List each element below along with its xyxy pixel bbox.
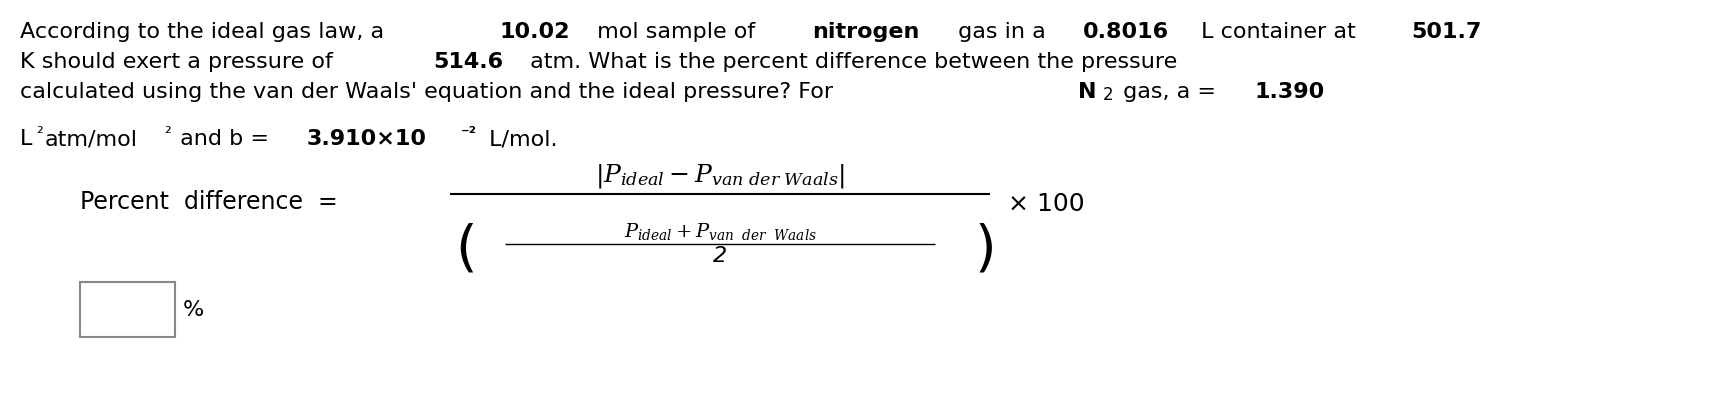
Text: ²: ² <box>165 125 172 143</box>
Text: mol sample of: mol sample of <box>590 22 763 42</box>
Text: L/mol.: L/mol. <box>482 129 557 149</box>
Text: L: L <box>21 129 33 149</box>
Text: ): ) <box>975 222 997 276</box>
Text: $|P_{ideal} - P_{van\ der\ Waals}|$: $|P_{ideal} - P_{van\ der\ Waals}|$ <box>595 162 844 190</box>
Text: 2: 2 <box>1103 86 1113 104</box>
Text: K should exert a pressure of: K should exert a pressure of <box>21 52 340 72</box>
Text: calculated using the van der Waals' equation and the ideal pressure? For: calculated using the van der Waals' equa… <box>21 82 841 102</box>
Text: gas in a: gas in a <box>950 22 1053 42</box>
Text: 3.910×10: 3.910×10 <box>307 129 427 149</box>
Text: L container at: L container at <box>1193 22 1363 42</box>
Text: According to the ideal gas law, a: According to the ideal gas law, a <box>21 22 392 42</box>
Text: atm. What is the percent difference between the pressure: atm. What is the percent difference betw… <box>524 52 1177 72</box>
Text: × 100: × 100 <box>1007 192 1085 216</box>
Text: 2: 2 <box>713 246 727 266</box>
Text: (: ( <box>454 222 477 276</box>
Text: $P_{ideal}+P_{van\ \ der\ \ Waals}$: $P_{ideal}+P_{van\ \ der\ \ Waals}$ <box>624 221 817 242</box>
Text: Percent  difference  =: Percent difference = <box>80 190 338 214</box>
Text: atm/mol: atm/mol <box>45 129 137 149</box>
Text: gas, a =: gas, a = <box>1117 82 1222 102</box>
Text: and b =: and b = <box>173 129 276 149</box>
Text: 501.7: 501.7 <box>1411 22 1483 42</box>
Text: %: % <box>184 300 205 319</box>
Text: 1.390: 1.390 <box>1254 82 1325 102</box>
FancyBboxPatch shape <box>80 282 175 337</box>
Text: 10.02: 10.02 <box>499 22 569 42</box>
Text: nitrogen: nitrogen <box>813 22 919 42</box>
Text: 0.8016: 0.8016 <box>1082 22 1169 42</box>
Text: 514.6: 514.6 <box>434 52 503 72</box>
Text: N: N <box>1079 82 1098 102</box>
Text: ⁻²: ⁻² <box>461 125 477 143</box>
Text: ²: ² <box>36 125 43 143</box>
